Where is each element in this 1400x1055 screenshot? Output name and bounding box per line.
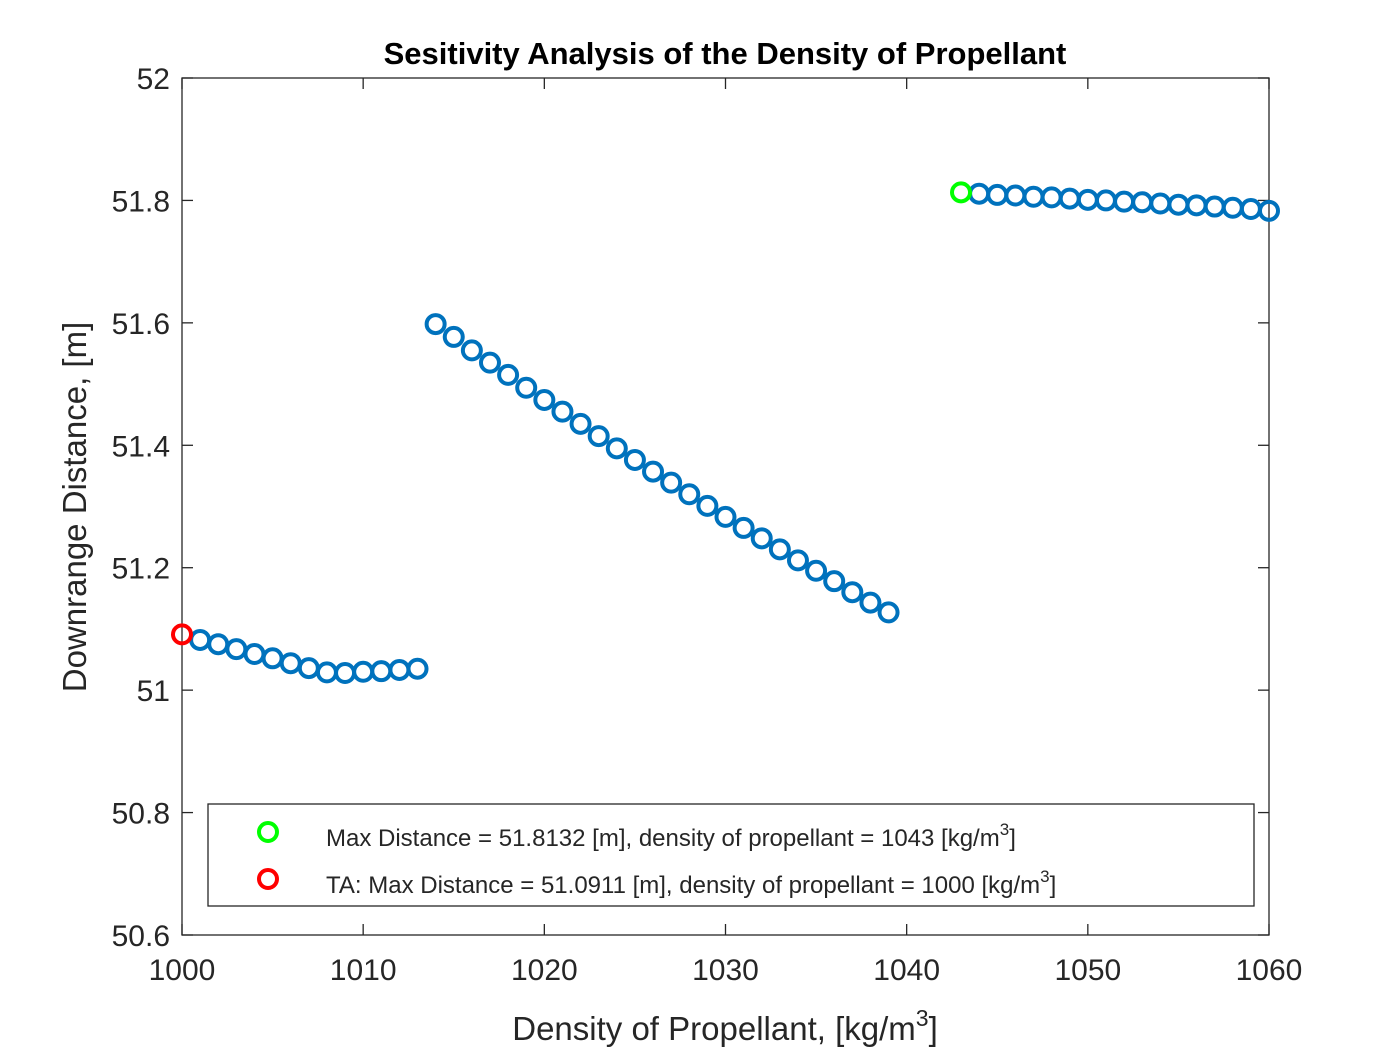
data-marks [171,181,1280,685]
y-tick-label: 51 [137,675,170,708]
ta-max-distance-point [171,623,193,646]
y-tick-label: 50.8 [112,798,170,831]
data-point [424,313,447,336]
y-axis-label: Downrange Distance, [m] [56,322,93,693]
x-tick-label: 1040 [873,954,940,987]
data-point [569,412,592,435]
legend-box [207,803,1255,907]
legend-entry-max-distance: Max Distance = 51.8132 [m], density of p… [326,820,1016,852]
legend-entry-ta-max-distance: TA: Max Distance = 51.0911 [m], density … [326,867,1056,899]
chart-title: Sesitivity Analysis of the Density of Pr… [384,36,1067,71]
data-point [714,505,737,528]
data-point [533,388,556,411]
data-point [660,471,683,494]
legend-marker-ta-max-distance [257,868,279,890]
data-point [497,363,520,386]
y-tick-label: 51.4 [112,430,170,463]
tick-marks: 1000 1010 1020 1030 1040 1050 1060 50.6 50.8 51 51… [112,63,1303,987]
data-point [406,657,429,680]
y-tick-label: 51.8 [112,185,170,218]
data-point [877,601,900,624]
x-axis-label: Density of Propellant, [kg/m3] [512,1005,937,1047]
x-tick-label: 1000 [149,954,216,987]
y-tick-label: 51.2 [112,553,170,586]
y-tick-label: 52 [137,63,170,96]
data-point [642,460,665,483]
data-point [768,538,791,561]
data-point [478,351,501,374]
y-tick-label: 51.6 [112,308,170,341]
data-point [678,483,701,506]
data-point [841,581,864,604]
x-tick-label: 1060 [1236,954,1303,987]
legend-marker-max-distance [257,821,279,843]
data-point [823,570,846,593]
x-tick-label: 1030 [692,954,759,987]
data-point [696,494,719,517]
data-point [1258,199,1280,222]
data-point [859,591,882,614]
data-point [587,425,610,448]
data-point [805,559,828,582]
max-distance-point [950,181,973,204]
data-point [623,448,646,471]
data-point [442,325,465,348]
y-tick-label: 50.6 [112,920,170,953]
data-point [515,376,538,399]
data-point [732,516,755,539]
data-point [551,400,574,423]
x-tick-label: 1010 [330,954,397,987]
data-point [460,339,483,362]
x-tick-label: 1050 [1054,954,1121,987]
data-point [605,437,628,460]
x-tick-label: 1020 [511,954,578,987]
legend: Max Distance = 51.8132 [m], density of p… [207,803,1255,907]
data-point [750,527,773,550]
data-point [786,549,809,572]
